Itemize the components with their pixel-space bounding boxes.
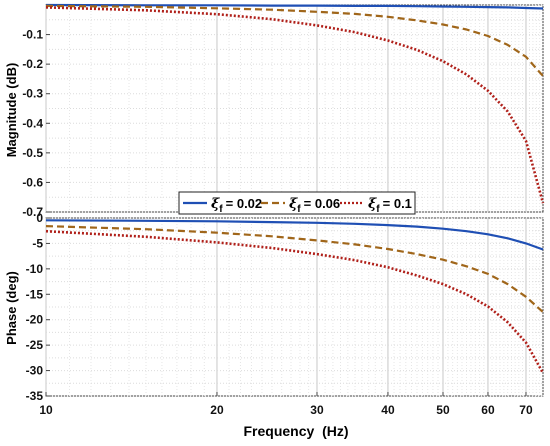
legend-label-1: ξf = 0.02	[211, 196, 262, 215]
y-tick-label: -0.4	[22, 116, 43, 130]
magnitude-y-label: Magnitude (dB)	[4, 63, 19, 158]
legend-label-3: ξf = 0.1	[368, 196, 412, 215]
legend: ξf = 0.02 ξf = 0.06 ξf = 0.1	[178, 191, 416, 215]
y-tick-label: -0.6	[22, 175, 43, 189]
y-tick-label: -0.1	[22, 28, 43, 42]
y-tick-label: -5	[32, 236, 43, 250]
x-tick-label: 10	[39, 403, 53, 417]
y-tick-label: -15	[26, 287, 44, 301]
series-line-1	[45, 219, 544, 251]
phase-y-ticks: 0 -5 -10 -15 -20 -25 -30 -35	[26, 211, 50, 403]
y-tick-label: -0.5	[22, 146, 43, 160]
y-tick-label: -30	[26, 364, 44, 378]
phase-y-label: Phase (deg)	[4, 271, 19, 345]
series-line-2	[45, 4, 544, 77]
phase-series	[45, 219, 545, 374]
x-tick-label: 60	[481, 403, 495, 417]
magnitude-series	[45, 3, 545, 204]
frequency-x-ticks: 10 20 30 40 50 60 70	[39, 392, 533, 417]
frequency-x-label: Frequency (Hz)	[243, 423, 348, 439]
x-tick-label: 20	[210, 403, 224, 417]
y-tick-label: -0.7	[22, 205, 43, 219]
magnitude-grid	[45, 4, 544, 213]
y-tick-label: -20	[26, 313, 44, 327]
x-tick-label: 70	[519, 403, 533, 417]
magnitude-y-ticks: -0.1 -0.2 -0.3 -0.4 -0.5 -0.6 -0.7	[22, 28, 50, 219]
legend-box	[178, 191, 416, 215]
x-tick-label: 30	[310, 403, 324, 417]
series-line-3	[45, 6, 545, 204]
y-tick-label: -0.2	[22, 57, 43, 71]
series-line-3	[45, 229, 545, 374]
series-line-2	[45, 225, 544, 313]
y-tick-label: -25	[26, 338, 44, 352]
y-tick-label: -10	[26, 262, 44, 276]
legend-label-2: ξf = 0.06	[289, 196, 340, 215]
magnitude-panel	[45, 4, 544, 213]
series-line-1	[45, 3, 544, 10]
y-tick-label: -35	[26, 389, 44, 403]
x-tick-label: 40	[381, 403, 395, 417]
phase-panel	[45, 217, 544, 397]
y-tick-label: -0.3	[22, 87, 43, 101]
x-tick-label: 50	[436, 403, 450, 417]
y-tick-label: 0	[36, 211, 43, 225]
